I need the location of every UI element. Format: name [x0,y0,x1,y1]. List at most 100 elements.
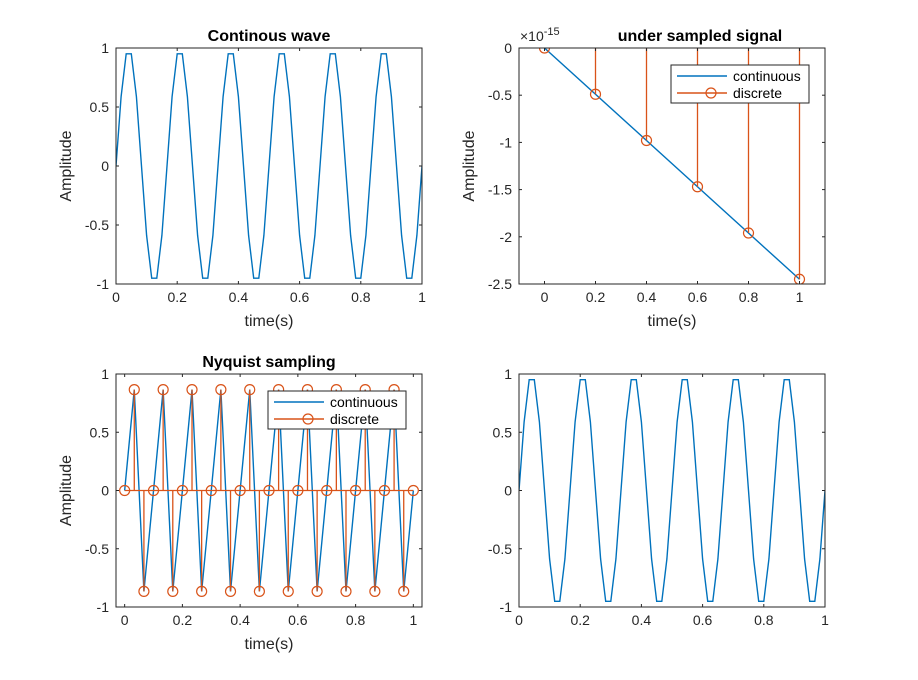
series-group [519,379,825,602]
stem-marker [350,484,362,497]
stem-marker [244,384,256,396]
chart-title: under sampled signal [618,28,782,45]
y-tick-label: 0.5 [493,424,513,440]
y-axis-label: Amplitude [58,130,75,201]
y-axis-label: Amplitude [58,455,75,526]
exponent-power: -15 [544,26,560,38]
legend-box [267,390,407,430]
y-tick-label: 0 [101,158,109,174]
stem-marker [691,181,704,193]
x-tick-label: 0.8 [739,289,759,305]
chart-title: Continous wave [208,28,331,45]
x-tick-label: 0.6 [688,289,708,305]
stem-marker [378,484,391,497]
continuous-line [116,53,422,279]
stem-marker [186,384,198,396]
y-tick-label: 0 [504,483,512,499]
stem-marker [176,484,188,497]
y-tick-label: -1 [97,276,110,292]
y-tick-label: 1 [101,40,109,56]
stem-marker [538,48,551,54]
x-tick-label: 0.4 [637,289,657,305]
x-tick-label: 0 [541,289,549,305]
x-tick-label: 0 [121,612,129,628]
axes-continous-wave: 0 0.2 0.4 0.6 0.8 1 -1 -0.5 0 0.5 1 time(s) Amplitud… [58,28,426,330]
x-tick-label: 0.2 [586,289,606,305]
series-group [116,53,422,279]
axes-bottom-right: 0 0.2 0.4 0.6 0.8 1 -1 -0.5 0 0.5 1 [488,366,829,628]
y-tick-label: 0 [504,40,512,56]
x-tick-label: 0.6 [693,612,713,628]
stem-marker [234,484,246,497]
stem-marker [640,134,653,147]
x-tick-label: 0.2 [173,612,193,628]
y-axis-label: Amplitude [461,130,478,201]
stem-marker [167,585,179,597]
stem-marker [398,585,410,597]
x-tick-label: 1 [796,289,804,305]
legend-box [670,64,810,104]
stem-marker [224,585,237,597]
y-tick-label: -2.5 [488,276,512,292]
y-tick-label: 0 [101,483,109,499]
x-tick-label: 0.8 [351,289,371,305]
y-tick-label: 1 [101,366,109,382]
x-tick-label: 0.2 [570,612,590,628]
x-tick-label: 0.8 [754,612,774,628]
continuous-line [519,379,825,602]
y-tick-label: -0.5 [488,541,512,557]
y-tick-label: 0.5 [90,424,110,440]
axes-box [518,47,826,285]
x-tick-label: 1 [418,289,426,305]
y-tick-label: -1 [97,599,110,615]
y-tick-label: -1 [500,599,513,615]
exponent-base: ×10 [520,28,544,44]
y-tick-label: -2 [500,229,513,245]
stem-marker [253,585,265,597]
x-tick-label: 0.2 [167,289,187,305]
exponent-label: ×10-15 [520,26,560,44]
legend-swatch-marker [302,413,314,425]
legend-swatch-marker [705,87,717,99]
x-tick-label: 1 [409,612,417,628]
x-tick-label: 0 [112,289,120,305]
stem-marker [215,384,227,396]
stem-marker [128,384,140,396]
continuous-line [544,48,800,280]
stem-marker [205,484,217,497]
stem-marker [138,585,150,597]
legend-entry-continuous: continuous [733,68,801,84]
x-tick-label: 0.8 [346,612,366,628]
x-tick-label: 0.6 [290,289,310,305]
y-tick-label: 0.5 [90,99,110,115]
stem-marker [292,484,304,497]
y-tick-label: -0.5 [85,217,109,233]
stem-marker [282,585,294,597]
stem-marker [321,484,333,497]
x-axis-label: time(s) [245,313,294,330]
axes-under-sampled: 0 0.2 0.4 0.6 0.8 1 -2.5 -2 -1.5 -1 -0.5 0 time(s) Am… [461,26,826,330]
stem-marker [407,484,419,497]
legend-entry-continuous: continuous [330,394,398,410]
stem-marker [311,585,323,597]
stem-marker [157,384,169,396]
stem-marker [263,484,275,497]
y-tick-label: 1 [504,366,512,382]
x-axis-label: time(s) [648,313,697,330]
stem-marker [369,585,381,597]
stem-marker [147,484,160,497]
x-tick-label: 0.4 [632,612,652,628]
stem-marker [340,585,352,597]
stem-marker [119,484,131,497]
x-tick-label: 1 [821,612,829,628]
y-tick-label: -1.5 [488,182,512,198]
legend-entry-discrete: discrete [330,411,379,427]
legend-entry-discrete: discrete [733,85,782,101]
x-tick-label: 0.6 [288,612,308,628]
stem-marker [196,585,208,597]
y-tick-label: -1 [500,134,513,150]
y-tick-label: -0.5 [85,541,109,557]
